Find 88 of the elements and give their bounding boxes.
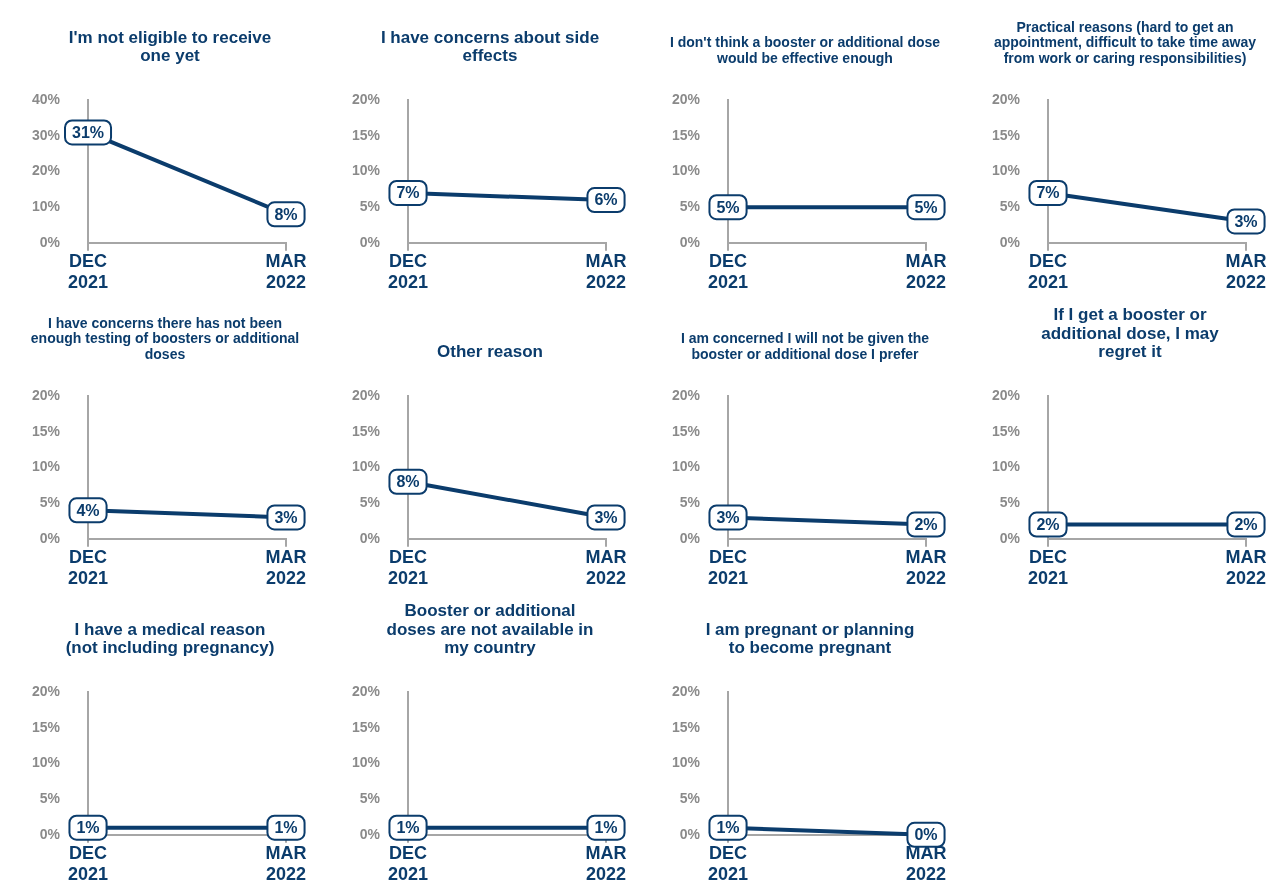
x-tick-label: DEC 2021 [708, 250, 749, 293]
y-tick-label: 5% [359, 494, 381, 511]
y-tick-label: 0% [39, 233, 61, 250]
y-tick-label: 15% [991, 126, 1021, 143]
y-tick-label: 0% [999, 233, 1021, 250]
x-tick-label: DEC 2021 [1028, 250, 1069, 293]
y-tick-label: 20% [351, 683, 381, 700]
x-tick-label: DEC 2021 [708, 546, 749, 589]
x-tick-label: DEC 2021 [1028, 546, 1069, 589]
y-tick-label: 15% [671, 718, 701, 735]
y-tick-label: 0% [359, 233, 381, 250]
x-tick-label: DEC 2021 [708, 842, 749, 885]
y-tick-label: 15% [31, 422, 61, 439]
y-tick-label: 10% [351, 458, 381, 475]
y-tick-label: 10% [31, 754, 61, 771]
y-tick-label: 15% [351, 718, 381, 735]
chart-title: Booster or additional doses are not available in my country [385, 600, 595, 658]
y-tick-label: 10% [671, 162, 701, 179]
y-tick-label: 20% [991, 387, 1021, 404]
x-tick-label: DEC 2021 [68, 842, 109, 885]
x-tick-label: MAR 2022 [585, 842, 627, 885]
y-tick-label: 15% [351, 126, 381, 143]
chart-title: I am pregnant or planning to become pregnant [704, 618, 916, 658]
y-tick-label: 0% [999, 529, 1021, 546]
x-tick-label: DEC 2021 [388, 842, 429, 885]
y-tick-label: 10% [671, 754, 701, 771]
y-tick-label: 5% [359, 198, 381, 215]
y-tick-label: 5% [39, 790, 61, 807]
y-tick-label: 20% [671, 387, 701, 404]
x-tick-label: MAR 2022 [1225, 250, 1267, 293]
y-tick-label: 15% [671, 422, 701, 439]
chart-title: I am concerned I will not be given the booster or additional dose I prefer [679, 329, 931, 362]
x-tick-label: MAR 2022 [585, 250, 627, 293]
y-tick-label: 0% [679, 233, 701, 250]
chart-title: I don't think a booster or additional dose would be effective enough [668, 33, 942, 66]
data-label: 31% [72, 123, 105, 141]
y-tick-label: 5% [679, 198, 701, 215]
y-tick-label: 20% [991, 91, 1021, 108]
y-tick-label: 20% [31, 683, 61, 700]
x-tick-label: MAR 2022 [905, 546, 947, 589]
y-tick-label: 10% [351, 162, 381, 179]
y-tick-label: 5% [679, 790, 701, 807]
x-tick-label: MAR 2022 [1225, 546, 1267, 589]
y-tick-label: 40% [31, 91, 61, 108]
y-tick-label: 15% [31, 718, 61, 735]
y-tick-label: 10% [671, 458, 701, 475]
y-tick-label: 5% [679, 494, 701, 511]
y-tick-label: 0% [679, 825, 701, 842]
x-tick-label: MAR 2022 [265, 546, 307, 589]
y-tick-label: 10% [31, 458, 61, 475]
y-tick-label: 15% [991, 422, 1021, 439]
y-tick-label: 0% [679, 529, 701, 546]
y-tick-label: 10% [991, 458, 1021, 475]
y-tick-label: 20% [671, 91, 701, 108]
x-tick-label: MAR 2022 [905, 250, 947, 293]
y-tick-label: 15% [671, 126, 701, 143]
chart-title: I have a medical reason (not including pregnancy) [64, 618, 276, 658]
x-tick-label: DEC 2021 [68, 250, 109, 293]
chart-title: I'm not eligible to receive one yet [67, 26, 273, 66]
x-tick-label: DEC 2021 [388, 250, 429, 293]
y-tick-label: 5% [999, 494, 1021, 511]
y-tick-label: 0% [39, 825, 61, 842]
x-tick-label: MAR 2022 [585, 546, 627, 589]
y-tick-label: 0% [39, 529, 61, 546]
x-tick-label: MAR 2022 [265, 250, 307, 293]
y-tick-label: 20% [31, 387, 61, 404]
y-tick-label: 0% [359, 825, 381, 842]
y-tick-label: 20% [351, 387, 381, 404]
y-tick-label: 5% [39, 494, 61, 511]
x-tick-label: DEC 2021 [68, 546, 109, 589]
y-tick-label: 10% [991, 162, 1021, 179]
y-tick-label: 20% [31, 162, 61, 179]
y-tick-label: 0% [359, 529, 381, 546]
y-tick-label: 20% [671, 683, 701, 700]
y-tick-label: 20% [351, 91, 381, 108]
chart-title: If I get a booster or additional dose, I may regret it [1040, 304, 1220, 362]
chart-title: I have concerns there has not been enough testing of boosters or additional doses [29, 313, 301, 362]
chart-title: Practical reasons (hard to get an appointment, difficult to take time away from work or caring responsibilities) [992, 17, 1258, 66]
chart-title: Other reason [436, 341, 544, 362]
y-tick-label: 10% [351, 754, 381, 771]
y-tick-label: 5% [359, 790, 381, 807]
y-tick-label: 15% [351, 422, 381, 439]
chart-title: I have concerns about side effects [380, 26, 600, 66]
y-tick-label: 10% [31, 198, 61, 215]
x-tick-label: MAR 2022 [265, 842, 307, 885]
y-tick-label: 5% [999, 198, 1021, 215]
x-tick-label: DEC 2021 [388, 546, 429, 589]
y-tick-label: 30% [31, 126, 61, 143]
